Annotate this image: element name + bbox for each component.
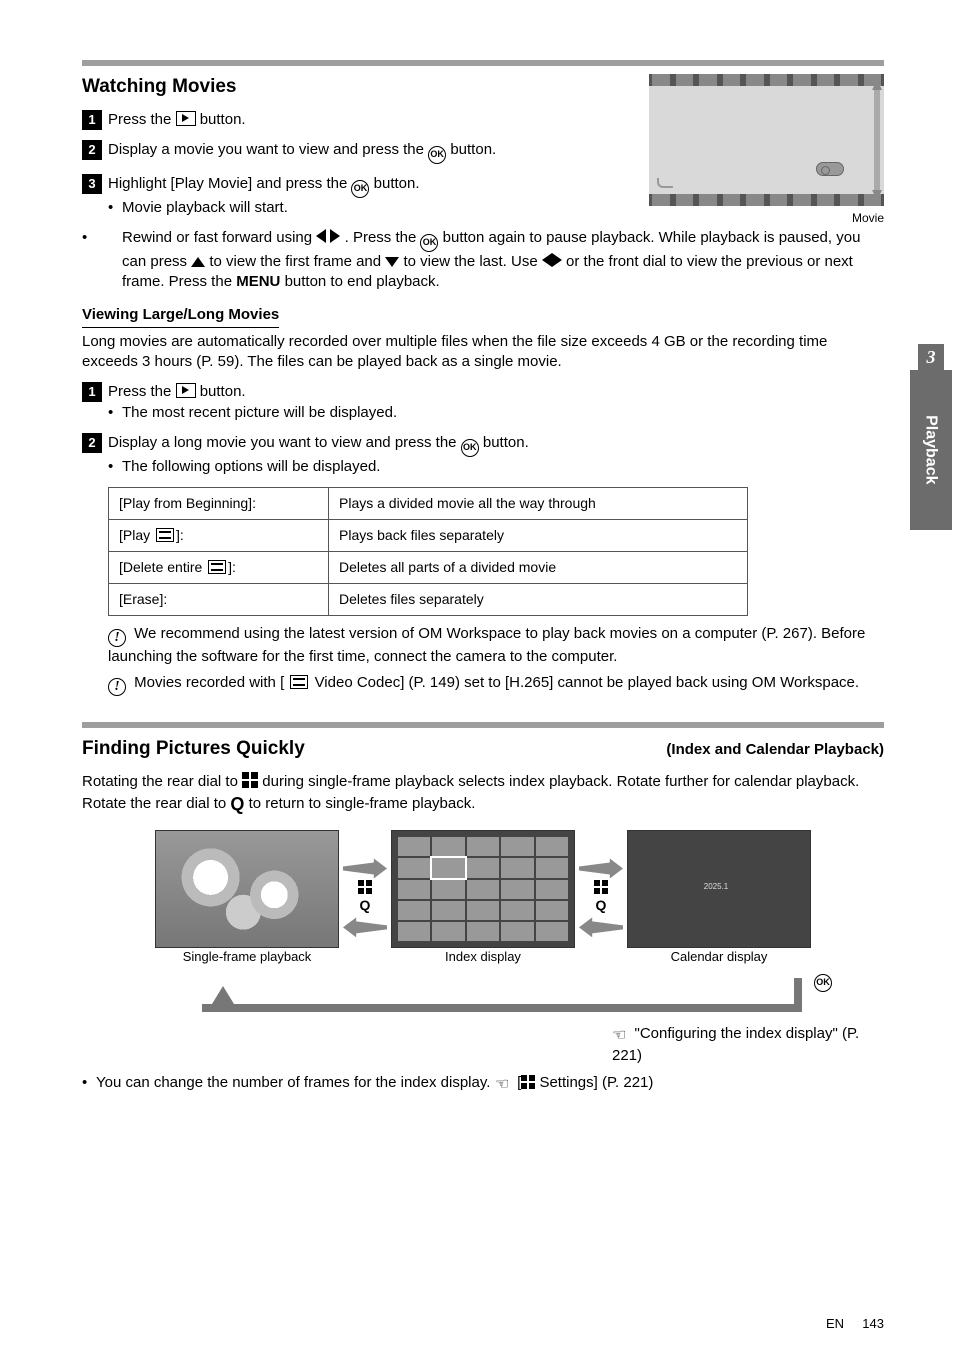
dial-transition-icon: Q [579,858,623,937]
step-text: Display a movie you want to view and pre… [108,141,496,158]
section-title: Finding Pictures Quickly [82,736,305,762]
tip-text: ☞ "Configuring the index display" (P. 22… [612,1024,884,1067]
left-arrow-icon [316,229,326,243]
side-tab-label: Playback [920,415,942,484]
movie-icon [156,528,174,542]
index-grid-icon [521,1075,535,1089]
return-icon [657,178,673,188]
paragraph: Long movies are automatically recorded o… [82,332,884,373]
table-row: [Delete entire ]:Deletes all parts of a … [109,551,748,583]
page-number: 143 [862,1315,884,1333]
bullet-text: You can change the number of frames for … [82,1073,884,1096]
preview-label: Single-frame playback [155,948,339,966]
playback-icon [176,111,196,126]
options-table: [Play from Beginning]:Plays a divided mo… [108,487,748,616]
caution-icon: ! [108,678,126,696]
pointing-hand-icon: ☞ [612,1025,626,1047]
table-row: [Erase]:Deletes files separately [109,583,748,615]
index-grid-icon [242,772,258,788]
ok-icon: OK [420,234,438,252]
step-number: 3 [82,174,102,194]
section-subtitle: (Index and Calendar Playback) [666,740,884,760]
single-frame-preview [155,830,339,948]
dial-transition-icon: Q [343,858,387,937]
section-title: Watching Movies [82,74,635,100]
step-text: Press the button. [108,111,246,128]
table-row: [Play from Beginning]:Plays a divided mo… [109,488,748,520]
down-arrow-icon [385,257,399,267]
step-number: 1 [82,382,102,402]
step-number: 1 [82,110,102,130]
thumb-caption: Movie [649,210,884,226]
step-text: Press the button. [108,383,246,400]
step-bullet: Rewind or fast forward using . Press the… [82,228,884,293]
movie-icon [208,560,226,574]
sub-heading: Viewing Large/Long Movies [82,305,279,328]
caution-icon: ! [108,629,126,647]
right-arrow-icon [330,229,340,243]
ok-icon: OK [351,180,369,198]
side-tab: 3 Playback [910,370,952,530]
step-text: Display a long movie you want to view an… [108,434,529,451]
divider [82,722,884,728]
caution-note: ! We recommend using the latest version … [82,624,884,667]
scroll-indicator-icon [874,90,880,190]
calendar-preview: 2025.1 [627,830,811,948]
key-icon [816,162,844,176]
display-modes-row: Single-frame playback Q Index display Q [82,830,884,966]
up-arrow-icon [191,257,205,267]
movie-thumbnail [649,74,884,206]
table-row: [Play ]:Plays back files separately [109,520,748,552]
step-bullet: The most recent picture will be displaye… [108,403,884,423]
preview-label: Index display [391,948,575,966]
caution-note: ! Movies recorded with [ Video Codec] (P… [82,673,884,696]
step-bullet: The following options will be displayed. [108,457,884,477]
right-arrow-icon [552,253,562,267]
step-text: Highlight [Play Movie] and press the OK … [108,175,420,192]
left-arrow-icon [542,253,552,267]
return-arrow: OK [202,978,802,1024]
magnify-icon: Q [230,794,244,814]
paragraph: Rotating the rear dial to during single-… [82,772,884,792]
movie-icon [290,675,308,689]
step-bullet: Movie playback will start. [108,198,635,218]
step-number: 2 [82,140,102,160]
ok-icon: OK [461,439,479,457]
side-tab-number: 3 [918,344,944,370]
page-lang: EN [826,1315,844,1333]
divider [82,60,884,66]
step-number: 2 [82,433,102,453]
ok-icon: OK [814,974,832,992]
preview-label: Calendar display [627,948,811,966]
paragraph: Rotate the rear dial to Q to return to s… [82,792,884,816]
pointing-hand-icon: ☞ [495,1074,509,1096]
ok-icon: OK [428,146,446,164]
playback-icon [176,383,196,398]
index-preview [391,830,575,948]
